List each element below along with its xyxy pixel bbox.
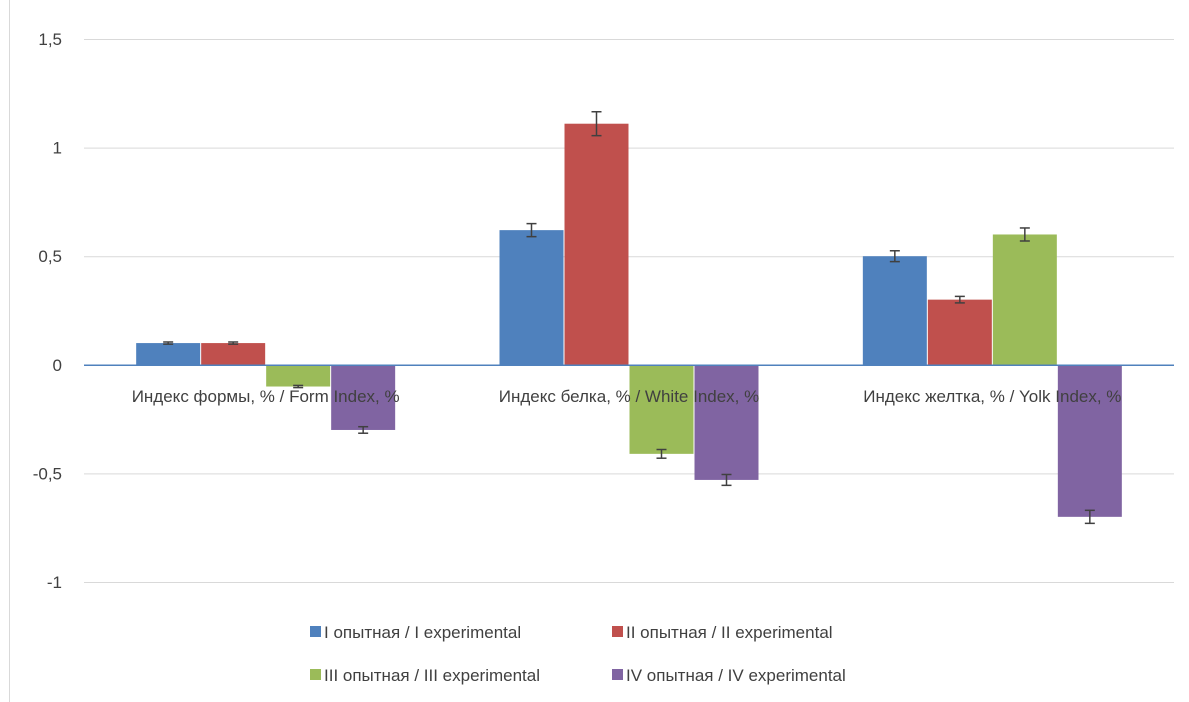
- error-bar: [163, 341, 174, 345]
- category-labels: Индекс формы, % / Form Index, % Индекс бе…: [132, 387, 1122, 406]
- error-bar: [889, 250, 900, 263]
- bar: [331, 364, 396, 430]
- legend-label: IV опытная / IV experimental: [626, 666, 846, 685]
- error-bar: [954, 295, 965, 304]
- error-bar: [1019, 227, 1030, 242]
- category-label: Индекс формы, % / Form Index, %: [132, 387, 400, 406]
- y-tick-label: 1,5: [38, 30, 62, 49]
- error-bar: [721, 473, 732, 487]
- legend-item: IV опытная / IV experimental: [612, 666, 846, 685]
- legend-item: II опытная / II experimental: [612, 623, 833, 642]
- bar: [564, 123, 629, 365]
- bar: [201, 343, 266, 365]
- bar: [694, 364, 759, 480]
- bar: [499, 230, 564, 365]
- category-label: Индекс желтка, % / Yolk Index, %: [863, 387, 1121, 406]
- category-label: Индекс белка, % / White Index, %: [499, 387, 760, 406]
- gridlines: [84, 39, 1174, 583]
- legend-swatch: [310, 669, 321, 680]
- bar: [266, 364, 331, 387]
- legend-swatch: [310, 626, 321, 637]
- y-tick-label: 1: [53, 139, 62, 158]
- error-bar: [358, 425, 369, 434]
- y-tick-label: 0: [53, 356, 62, 375]
- y-tick-label: 0,5: [38, 247, 62, 266]
- legend-swatch: [612, 669, 623, 680]
- bar: [992, 234, 1057, 365]
- error-bar: [293, 384, 304, 389]
- error-bars: [163, 111, 1095, 525]
- legend-label: III опытная / III experimental: [324, 666, 540, 685]
- legend-item: III опытная / III experimental: [310, 666, 540, 685]
- left-frame-border: [9, 0, 10, 702]
- legend-label: II опытная / II experimental: [626, 623, 833, 642]
- error-bar: [591, 111, 602, 137]
- bar: [927, 299, 992, 365]
- error-bar: [656, 448, 667, 459]
- bar: [1057, 364, 1122, 517]
- bar: [862, 256, 927, 365]
- error-bar: [228, 341, 239, 345]
- y-tick-label: -1: [47, 573, 62, 592]
- legend-swatch: [612, 626, 623, 637]
- legend-item: I опытная / I experimental: [310, 623, 521, 642]
- legend-label: I опытная / I experimental: [324, 623, 521, 642]
- bar: [136, 343, 201, 365]
- error-bar: [526, 222, 537, 238]
- y-tick-label: -0,5: [33, 464, 62, 483]
- legend: I опытная / I experimental II опытная / I…: [310, 623, 846, 685]
- error-bar: [1084, 509, 1095, 525]
- bars: [136, 123, 1122, 517]
- bar: [629, 364, 694, 454]
- y-axis-tick-labels: 1,5 1 0,5 0 -0,5 -1: [33, 30, 62, 592]
